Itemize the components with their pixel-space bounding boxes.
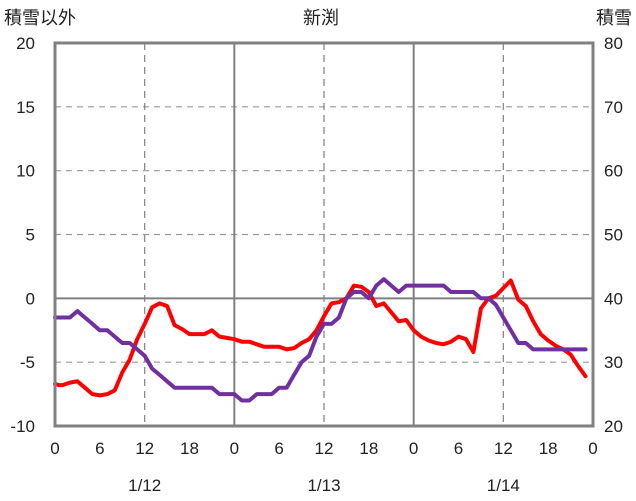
x-tick-label: 12: [135, 439, 154, 458]
axes: [55, 43, 593, 426]
x-tick-label: 0: [230, 439, 239, 458]
y-tick-label: 20: [16, 34, 35, 53]
y-tick-label: -5: [20, 353, 35, 372]
date-label: 1/12: [128, 476, 161, 495]
y-tick-label: -10: [10, 417, 35, 436]
y2-tick-label: 50: [604, 226, 623, 245]
y-axis-title: 積雪以外: [4, 8, 76, 28]
y-tick-label: 10: [16, 162, 35, 181]
y-tick-label: 0: [26, 289, 35, 308]
x-tick-label: 6: [274, 439, 283, 458]
series-line-purple: [53, 277, 588, 403]
plot-frame: [53, 41, 595, 428]
y2-axis-title: 積雪: [596, 8, 632, 28]
y2-tick-label: 80: [604, 34, 623, 53]
series-line-red: [53, 278, 588, 398]
x-tick-label: 18: [359, 439, 378, 458]
chart-title: 新渕: [303, 8, 339, 28]
x-tick-label: 12: [315, 439, 334, 458]
y-tick-label: 15: [16, 98, 35, 117]
y2-tick-label: 70: [604, 98, 623, 117]
x-tick-label: 6: [95, 439, 104, 458]
x-tick-label: 18: [539, 439, 558, 458]
y2-tick-label: 30: [604, 353, 623, 372]
y2-tick-label: 20: [604, 417, 623, 436]
y-tick-labels: 20 15 10 5 0 -5 -10: [10, 34, 35, 436]
date-label: 1/14: [487, 476, 520, 495]
x-tick-label: 0: [409, 439, 418, 458]
y2-tick-label: 60: [604, 162, 623, 181]
y2-tick-labels: 80 70 60 50 40 30 20: [604, 34, 623, 436]
x-tick-label: 12: [494, 439, 513, 458]
x-tick-label: 6: [454, 439, 463, 458]
date-label: 1/13: [307, 476, 340, 495]
x-tick-labels: 0 6 12 18 0 6 12 18 0 6 12 18 0: [50, 439, 597, 458]
y-tick-label: 5: [26, 226, 35, 245]
series-layer: [53, 277, 588, 403]
x-tick-label: 18: [180, 439, 199, 458]
x-tick-label: 0: [588, 439, 597, 458]
x-tick-label: 0: [50, 439, 59, 458]
y2-tick-label: 40: [604, 289, 623, 308]
date-labels: 1/12 1/13 1/14: [128, 476, 520, 495]
grid: [55, 43, 593, 426]
